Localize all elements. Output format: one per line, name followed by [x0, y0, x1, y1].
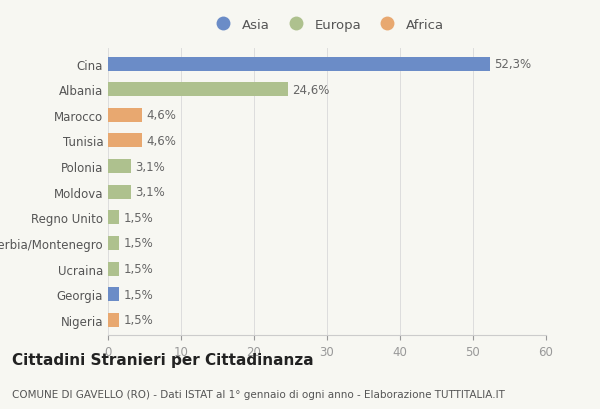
Bar — [108, 236, 119, 250]
Text: COMUNE DI GAVELLO (RO) - Dati ISTAT al 1° gennaio di ogni anno - Elaborazione TU: COMUNE DI GAVELLO (RO) - Dati ISTAT al 1… — [12, 389, 505, 399]
Bar — [108, 288, 119, 301]
Text: 1,5%: 1,5% — [124, 237, 153, 250]
Text: 52,3%: 52,3% — [494, 58, 531, 71]
Bar — [108, 313, 119, 327]
Text: 4,6%: 4,6% — [146, 135, 176, 148]
Text: 1,5%: 1,5% — [124, 211, 153, 224]
Text: 1,5%: 1,5% — [124, 288, 153, 301]
Text: 24,6%: 24,6% — [292, 83, 329, 97]
Bar — [108, 185, 131, 199]
Legend: Asia, Europa, Africa: Asia, Europa, Africa — [205, 13, 449, 37]
Bar — [108, 57, 490, 72]
Text: 1,5%: 1,5% — [124, 314, 153, 326]
Text: Cittadini Stranieri per Cittadinanza: Cittadini Stranieri per Cittadinanza — [12, 352, 314, 367]
Text: 3,1%: 3,1% — [135, 160, 165, 173]
Bar — [108, 211, 119, 225]
Text: 1,5%: 1,5% — [124, 263, 153, 275]
Bar — [108, 160, 131, 174]
Bar — [108, 134, 142, 148]
Bar — [108, 83, 287, 97]
Bar — [108, 108, 142, 123]
Bar — [108, 262, 119, 276]
Text: 3,1%: 3,1% — [135, 186, 165, 199]
Text: 4,6%: 4,6% — [146, 109, 176, 122]
